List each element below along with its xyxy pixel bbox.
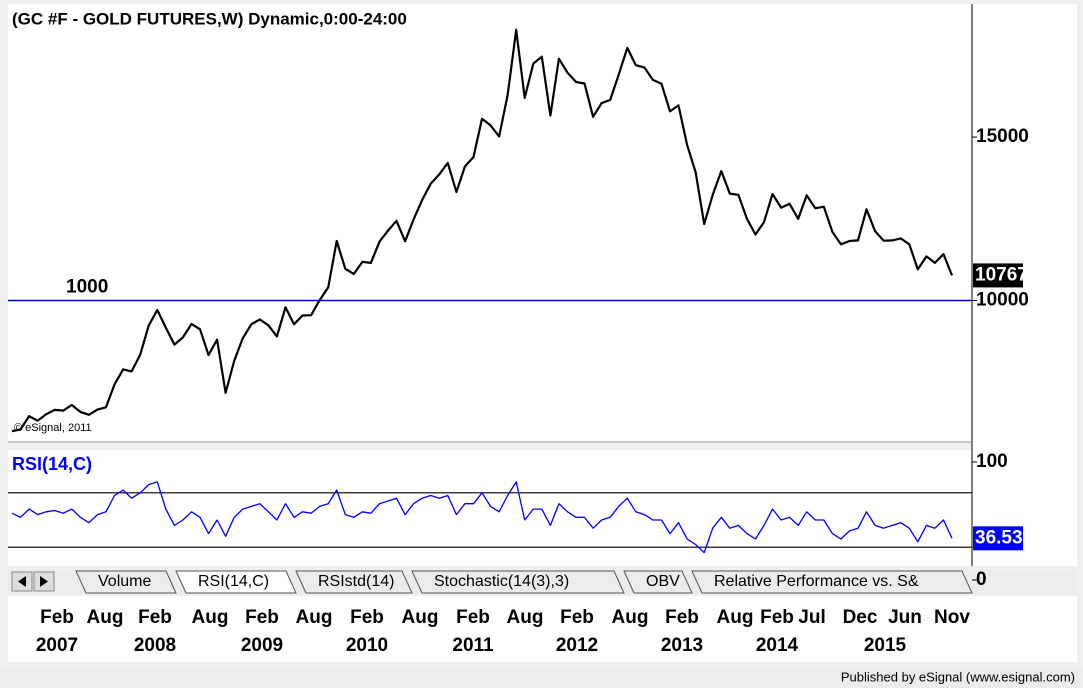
tab[interactable] [691, 570, 973, 594]
y-tick-label: 15000 [976, 126, 1029, 147]
x-month-label: Feb [760, 607, 794, 628]
x-month-label: Feb [138, 607, 172, 628]
x-year-label: 2010 [346, 635, 388, 656]
chart-title: (GC #F - GOLD FUTURES,W) Dynamic,0:00-24… [12, 9, 407, 28]
last-value-box [973, 526, 1023, 551]
tab[interactable] [175, 570, 297, 594]
last-value-label: 10767 [975, 264, 1028, 285]
date-axis [8, 596, 1077, 662]
tab[interactable] [75, 570, 177, 594]
tab[interactable] [295, 570, 413, 594]
x-month-label: Aug [507, 607, 544, 628]
price-pane [8, 4, 972, 442]
tab-label: Relative Performance vs. S& [714, 573, 919, 590]
x-month-label: Aug [296, 607, 333, 628]
x-month-label: Feb [665, 607, 699, 628]
x-year-label: 2011 [452, 635, 494, 656]
tab-label: OBV [646, 573, 680, 590]
x-year-label: 2008 [134, 635, 176, 656]
level-label: 1000 [66, 276, 108, 297]
x-month-label: Nov [934, 607, 970, 628]
x-month-label: Feb [245, 607, 279, 628]
y-tick-label: 100 [976, 451, 1008, 472]
x-month-label: Feb [560, 607, 594, 628]
x-month-label: Jun [888, 607, 922, 628]
tab[interactable] [623, 570, 693, 594]
tab[interactable] [411, 570, 625, 594]
x-month-label: Jul [798, 607, 825, 628]
footer-bar [0, 666, 1083, 688]
last-value-label: 36.53 [975, 527, 1023, 548]
rsi-title: RSI(14,C) [12, 454, 92, 474]
series-line [11, 28, 954, 433]
x-month-label: Aug [402, 607, 439, 628]
tab-label: Volume [98, 573, 151, 590]
x-month-label: Aug [192, 607, 229, 628]
x-year-label: 2007 [36, 635, 78, 656]
x-month-label: Feb [456, 607, 490, 628]
x-month-label: Aug [612, 607, 649, 628]
x-year-label: 2009 [241, 635, 283, 656]
arrow-right [40, 576, 48, 587]
x-year-label: 2015 [864, 635, 907, 656]
x-year-label: 2014 [756, 635, 799, 656]
footer: Published by eSignal (www.esignal.com) [841, 669, 1075, 684]
x-year-label: 2013 [661, 635, 703, 656]
y-tick-label: 10000 [976, 289, 1029, 310]
x-month-label: Feb [40, 607, 74, 628]
last-value-box [973, 263, 1023, 288]
x-month-label: Aug [717, 607, 754, 628]
y-tick-label: 0 [976, 569, 987, 590]
tab-label: Stochastic(14(3),3) [434, 573, 569, 590]
copyright: © eSignal, 2011 [14, 422, 92, 434]
series-line [11, 481, 953, 554]
x-month-label: Dec [843, 607, 878, 628]
tab-label: RSI(14,C) [198, 573, 269, 590]
tab-label: RSIstd(14) [318, 573, 394, 590]
x-month-label: Feb [350, 607, 384, 628]
arrow-left [18, 576, 26, 587]
x-month-label: Aug [87, 607, 124, 628]
x-year-label: 2012 [556, 635, 598, 656]
rsi-pane [8, 450, 972, 566]
